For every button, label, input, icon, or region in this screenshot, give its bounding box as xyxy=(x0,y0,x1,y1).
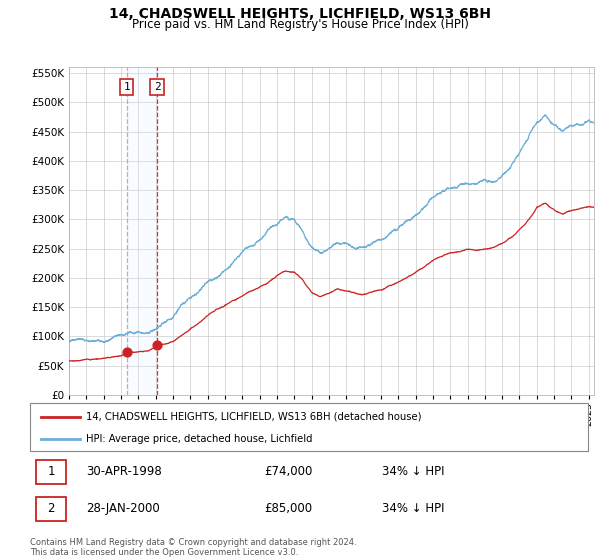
Text: HPI: Average price, detached house, Lichfield: HPI: Average price, detached house, Lich… xyxy=(86,434,313,444)
Text: 2: 2 xyxy=(154,82,160,92)
Text: 14, CHADSWELL HEIGHTS, LICHFIELD, WS13 6BH (detached house): 14, CHADSWELL HEIGHTS, LICHFIELD, WS13 6… xyxy=(86,412,421,422)
Point xyxy=(152,340,162,349)
Text: 34% ↓ HPI: 34% ↓ HPI xyxy=(382,502,444,515)
Text: 2: 2 xyxy=(47,502,55,515)
Text: 28-JAN-2000: 28-JAN-2000 xyxy=(86,502,160,515)
Text: Contains HM Land Registry data © Crown copyright and database right 2024.
This d: Contains HM Land Registry data © Crown c… xyxy=(30,538,356,557)
Point xyxy=(122,347,131,356)
Text: 34% ↓ HPI: 34% ↓ HPI xyxy=(382,465,444,478)
Text: £74,000: £74,000 xyxy=(265,465,313,478)
FancyBboxPatch shape xyxy=(30,403,588,451)
FancyBboxPatch shape xyxy=(35,460,66,484)
FancyBboxPatch shape xyxy=(35,497,66,521)
Text: 1: 1 xyxy=(124,82,130,92)
Text: Price paid vs. HM Land Registry's House Price Index (HPI): Price paid vs. HM Land Registry's House … xyxy=(131,18,469,31)
Text: 14, CHADSWELL HEIGHTS, LICHFIELD, WS13 6BH: 14, CHADSWELL HEIGHTS, LICHFIELD, WS13 6… xyxy=(109,7,491,21)
Bar xyxy=(127,67,157,395)
Text: 30-APR-1998: 30-APR-1998 xyxy=(86,465,161,478)
Text: £85,000: £85,000 xyxy=(265,502,313,515)
Text: 1: 1 xyxy=(47,465,55,478)
